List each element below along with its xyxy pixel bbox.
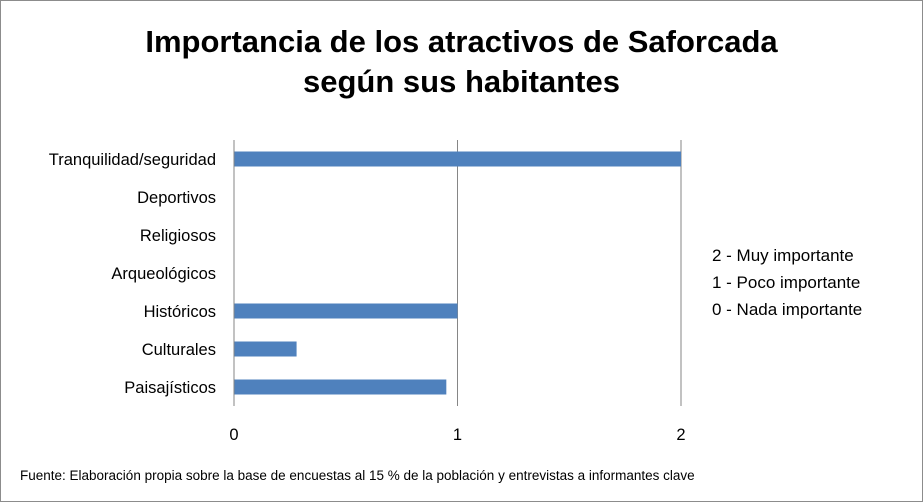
category-label-0: Tranquilidad/seguridad — [49, 151, 216, 169]
bar-5 — [234, 341, 297, 357]
legend-item-poco-importante: 1 - Poco importante — [712, 273, 861, 292]
category-label-3: Arqueológicos — [111, 265, 216, 283]
chart-title-line-2: según sus habitantes — [303, 64, 620, 99]
category-label-5: Culturales — [142, 341, 216, 359]
bar-4 — [234, 303, 458, 319]
legend-item-muy-importante: 2 - Muy importante — [712, 246, 854, 265]
x-tick-label-1: 1 — [453, 426, 462, 444]
chart-title: Importancia de los atractivos de Saforca… — [0, 22, 923, 102]
bar-0 — [234, 151, 681, 167]
category-label-1: Deportivos — [137, 189, 216, 207]
legend: 2 - Muy importante 1 - Poco importante 0… — [712, 242, 862, 323]
category-label-4: Históricos — [144, 303, 216, 321]
bar-6 — [234, 379, 447, 395]
legend-item-nada-importante: 0 - Nada importante — [712, 300, 863, 319]
x-tick-label-2: 2 — [676, 426, 685, 444]
x-tick-label-0: 0 — [229, 426, 238, 444]
category-label-2: Religiosos — [140, 227, 216, 245]
source-note: Fuente: Elaboración propia sobre la base… — [20, 468, 695, 483]
category-label-6: Paisajísticos — [124, 379, 216, 397]
chart-title-line-1: Importancia de los atractivos de Saforca… — [145, 24, 778, 59]
